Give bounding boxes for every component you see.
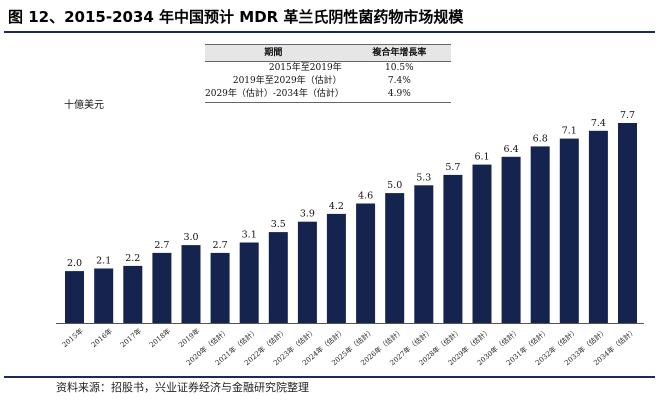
data-label: 4.6 [358, 191, 373, 202]
bar-chart: 2.0 2015年 2.1 2016年 2.2 2017年 2.7 2018年 3.0 2019年… [56, 110, 644, 367]
data-label: 5.7 [445, 162, 460, 173]
bar [181, 245, 201, 323]
cagr-row-rate: 7.4% [387, 76, 411, 86]
bar [530, 146, 550, 323]
bar [618, 123, 637, 323]
cagr-header-period: 期間 [205, 44, 348, 62]
bar [297, 221, 317, 323]
cagr-row-rate: 4.9% [347, 88, 451, 103]
cagr-row-period: 2019年至2029年（估計） [232, 76, 342, 86]
data-label: 5.0 [387, 180, 402, 191]
title-rule [4, 31, 655, 33]
bar [239, 242, 259, 323]
bar [356, 203, 376, 323]
bar [123, 265, 143, 323]
cagr-table-row: 2019年至2029年（估計） 7.4% [205, 75, 451, 88]
data-label: 4.2 [329, 201, 344, 212]
x-tick-label: 2015年 [60, 326, 85, 349]
cagr-row-period: 2015年至2019年 [268, 63, 342, 73]
cagr-table: 期間 複合年增長率 2015年至2019年 10.5% 2019年至2029年（… [205, 44, 451, 103]
cagr-table-row: 2015年至2019年 10.5% [205, 62, 451, 76]
data-label: 3.1 [242, 230, 257, 241]
bar [152, 252, 172, 323]
bar [326, 213, 346, 323]
data-label: 6.8 [533, 133, 548, 144]
data-label: 6.1 [474, 152, 489, 163]
x-tick-label: 2016年 [89, 326, 114, 349]
bar [472, 164, 492, 323]
data-label: 7.1 [562, 126, 577, 137]
bar [501, 156, 521, 323]
data-label: 5.3 [416, 172, 431, 183]
data-label: 3.9 [300, 209, 315, 220]
cagr-header-rate: 複合年增長率 [347, 44, 451, 62]
data-label: 3.0 [183, 232, 198, 243]
data-label: 2.7 [154, 240, 169, 251]
data-label: 7.4 [591, 118, 606, 129]
bottom-rule [4, 376, 655, 378]
bar [385, 193, 405, 323]
bar [210, 252, 230, 323]
bar [268, 232, 288, 323]
y-axis-unit-label: 十億美元 [64, 100, 104, 111]
bar [65, 271, 84, 323]
cagr-table-header-row: 期間 複合年增長率 [205, 44, 451, 62]
data-label: 7.7 [620, 110, 635, 121]
cagr-table-row: 2029年（估計）-2034年（估計） 4.9% [205, 88, 451, 103]
data-label: 2.2 [125, 253, 140, 264]
x-tick-label: 2018年 [147, 326, 172, 349]
bar [559, 138, 579, 323]
data-label: 2.1 [96, 256, 111, 267]
cagr-row-period: 2029年（估計）-2034年（估計） [205, 88, 348, 103]
bar [588, 130, 608, 323]
data-label: 2.7 [213, 240, 228, 251]
x-tick-label: 2017年 [118, 326, 143, 349]
figure-title: 图 12、2015-2034 年中国预计 MDR 革兰氏阴性菌药物市场规模 [8, 8, 464, 26]
bar [94, 268, 114, 323]
source-note: 资料来源：招股书，兴业证券经济与金融研究院整理 [56, 381, 309, 394]
data-label: 2.0 [67, 258, 82, 269]
data-label: 3.5 [271, 219, 286, 230]
bar [414, 185, 434, 323]
x-tick-label: 2019年 [177, 326, 202, 349]
cagr-row-rate: 10.5% [385, 63, 414, 73]
data-label: 6.4 [504, 144, 519, 155]
bar [443, 174, 463, 323]
